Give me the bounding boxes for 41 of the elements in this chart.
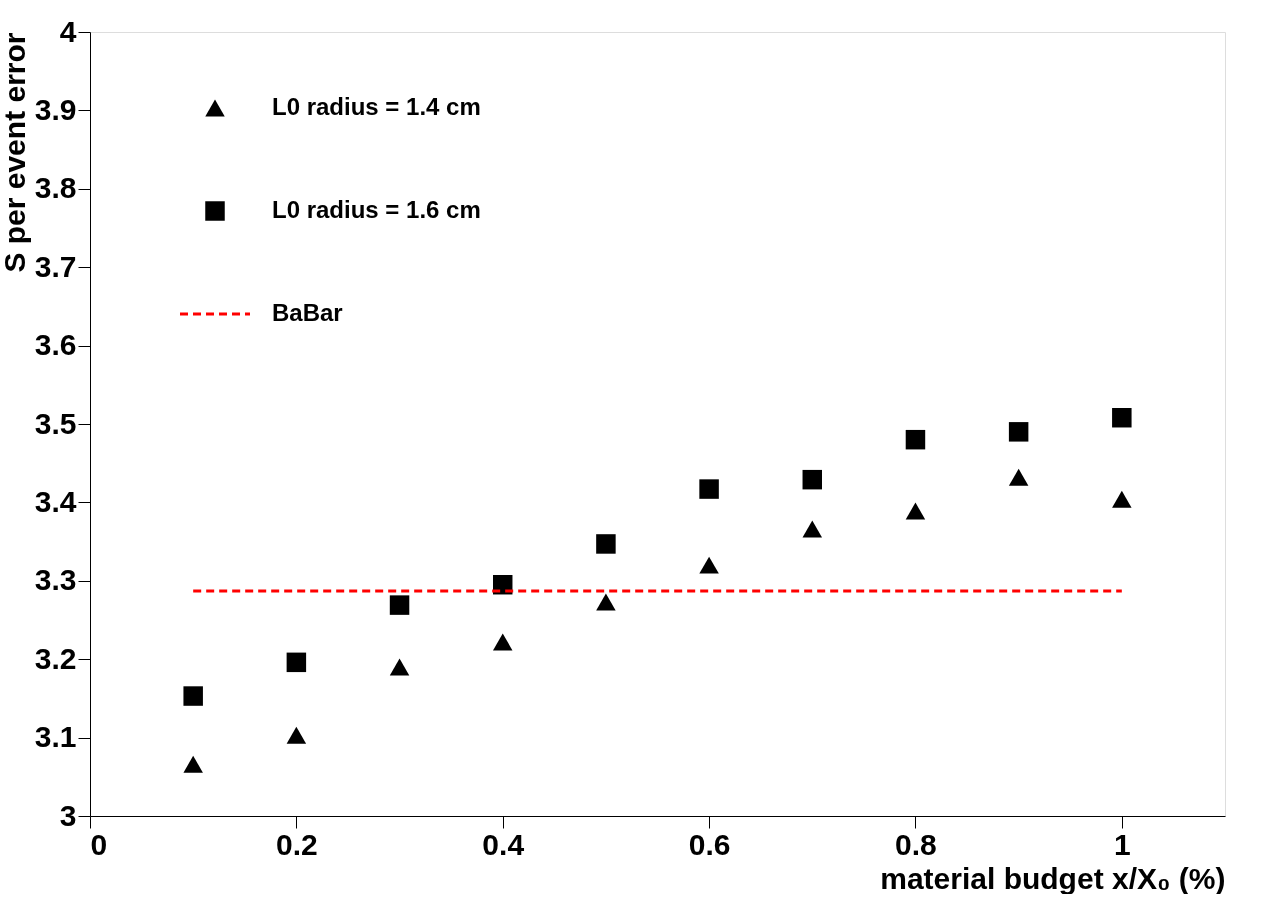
x-tick-label: 0.2 (276, 827, 318, 861)
x-tick-label: 0.8 (895, 827, 937, 861)
point (802, 469, 823, 490)
legend-label: L0 radius = 1.6 cm (272, 196, 481, 223)
y-tick-label: 4 (59, 14, 77, 48)
point (286, 726, 307, 744)
point (1008, 468, 1029, 486)
point (1112, 490, 1132, 508)
y-tick-label: 3.2 (34, 641, 77, 675)
point (699, 479, 719, 499)
y-tick-label: 3.4 (34, 484, 77, 518)
x-tick-label: 0 (90, 827, 108, 861)
y-tick-label: 3 (59, 798, 77, 832)
point (905, 502, 926, 520)
point (802, 520, 823, 538)
y-tick-label: 3.3 (34, 563, 77, 597)
legend-label: BaBar (272, 299, 343, 326)
point (492, 633, 513, 651)
y-tick-label: 3.8 (34, 171, 77, 205)
y-tick-label: 3.9 (34, 92, 77, 126)
y-tick-label: 3.5 (34, 406, 77, 440)
point (183, 755, 203, 773)
legend-label: L0 radius = 1.4 cm (272, 93, 481, 120)
point (389, 595, 410, 615)
y-tick-label: 3.7 (34, 249, 77, 283)
point (1112, 407, 1132, 428)
x-tick-label: 0.4 (482, 827, 525, 861)
x-tick-label: 0.6 (688, 827, 731, 861)
point (1008, 422, 1029, 442)
point (183, 686, 203, 706)
y-tick-label: 3.6 (34, 328, 77, 362)
point (699, 556, 719, 574)
point (905, 429, 926, 450)
x-axis-title: material budget x/X₀ (%) (880, 861, 1226, 895)
x-tick-label: 1 (1113, 827, 1131, 861)
point (596, 534, 616, 554)
point (389, 658, 410, 676)
point (596, 593, 616, 611)
point (286, 652, 307, 673)
y-axis-title: S per event error (0, 32, 31, 273)
y-tick-label: 3.1 (34, 720, 77, 754)
